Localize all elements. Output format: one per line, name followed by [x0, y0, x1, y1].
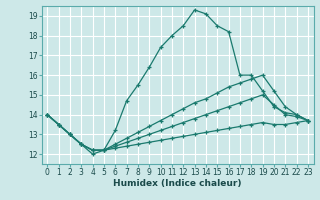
X-axis label: Humidex (Indice chaleur): Humidex (Indice chaleur) [113, 179, 242, 188]
